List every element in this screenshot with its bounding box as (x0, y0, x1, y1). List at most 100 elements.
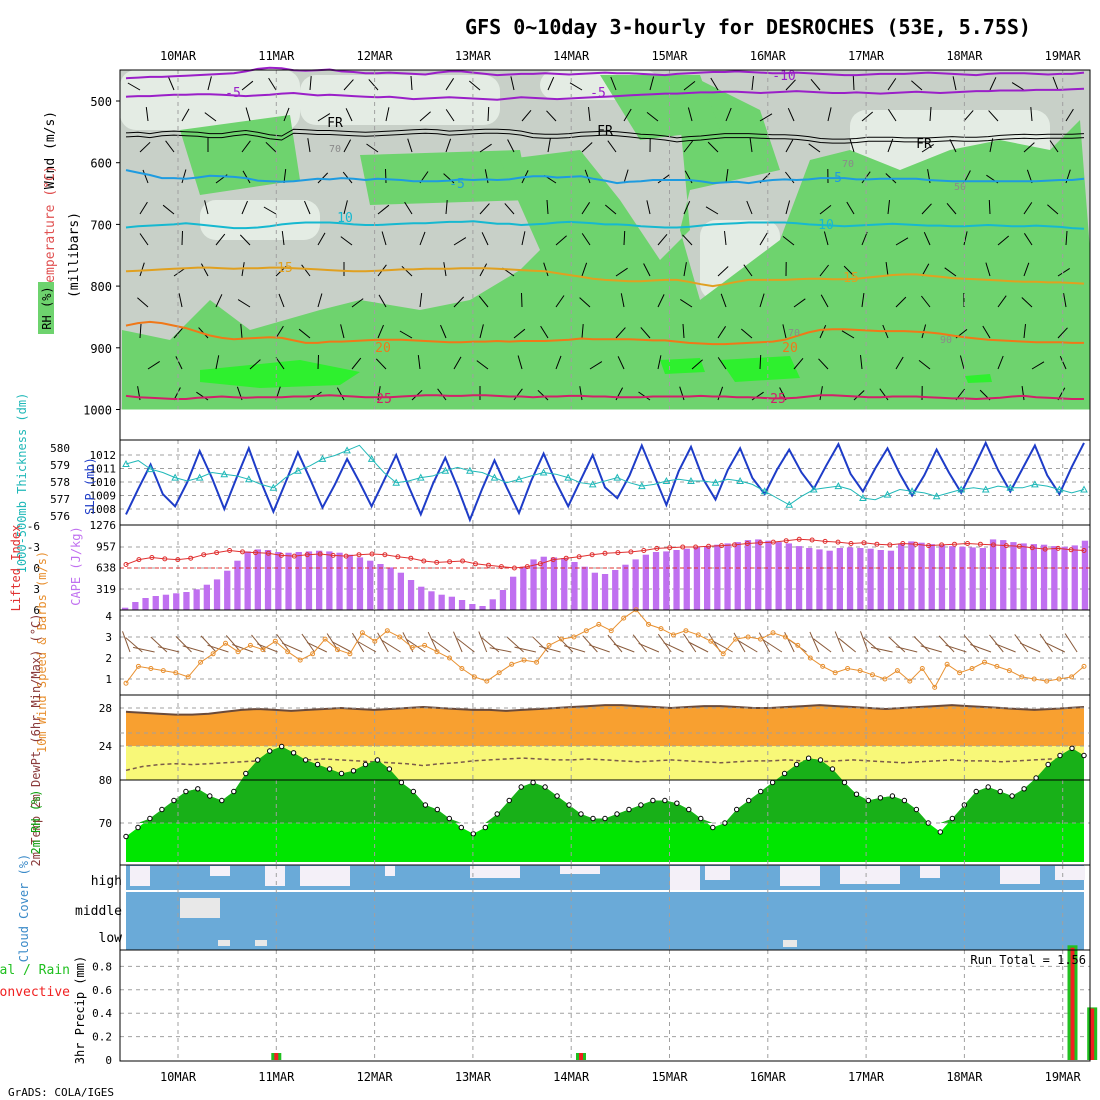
thickness-point (122, 459, 130, 467)
thickness-point (195, 473, 204, 481)
rh2m-point (686, 806, 692, 813)
wind-speed-point (1019, 674, 1025, 680)
top-date-tick-label: 14MAR (553, 49, 590, 63)
bottom-date-tick-label: 13MAR (455, 1070, 492, 1084)
wind-barb (263, 206, 277, 215)
lifted-index-point (460, 558, 466, 564)
wind-barb (617, 356, 625, 370)
rh2m-point (219, 797, 225, 804)
wind-barb (985, 262, 991, 277)
wind-barb (643, 263, 651, 277)
wind-speed-point (310, 651, 316, 657)
wind-barb (445, 78, 455, 91)
bottom-date-tick-label: 11MAR (258, 1070, 295, 1084)
lifted-index-point (1055, 545, 1061, 551)
wind-barb (787, 107, 795, 122)
wind-barb (713, 640, 733, 653)
wind-barb (479, 263, 488, 277)
lifted-index-point (1016, 543, 1022, 549)
wind-barb (317, 113, 331, 122)
wind-barb (366, 143, 379, 153)
lifted-index-point (265, 550, 271, 556)
wind-barb (377, 632, 389, 653)
wind-speed-point (297, 657, 303, 663)
isotherm-label: 5 (834, 171, 842, 186)
dewpoint-line (125, 757, 1085, 772)
rh2m-point (781, 770, 788, 777)
rh2m-point (410, 788, 417, 795)
wind-barb (921, 295, 931, 308)
wind-barb (1023, 233, 1033, 246)
precip-tick-label: 0.4 (92, 1007, 112, 1020)
wind-barb (378, 294, 387, 308)
wind-barb (646, 200, 651, 215)
temp-line (125, 704, 1085, 716)
wind-speed-line (125, 609, 1085, 689)
wind-barb (521, 292, 523, 308)
cape-bar (785, 543, 792, 610)
wind-barb (182, 645, 204, 653)
lifted-index-point (732, 542, 737, 548)
wind-barb (399, 330, 413, 339)
wind-speed-point (870, 672, 875, 678)
wind-speed-point (509, 661, 515, 667)
rh2m-point (865, 797, 872, 804)
cape-bar (132, 602, 139, 610)
wind-speed-point (807, 655, 813, 661)
lifted-index-point (990, 542, 996, 548)
rh2m-point (1069, 745, 1075, 751)
wind-barb (809, 631, 820, 653)
wind-barb (1065, 108, 1074, 122)
lifted-index-point (227, 548, 233, 553)
rh2m-point (913, 806, 920, 813)
wind-barb (582, 635, 598, 653)
wind-barb (537, 389, 549, 401)
lifted-index-point (770, 539, 776, 545)
wind-barb (615, 267, 628, 277)
cape-bar (826, 550, 833, 610)
wind-speed-point (708, 638, 714, 644)
cape-bar (571, 562, 578, 610)
cape-bar (510, 576, 517, 610)
wind-barb (168, 76, 175, 91)
lifted-index-point (201, 552, 207, 558)
wind-barb (823, 231, 829, 246)
cape-bar (438, 594, 445, 610)
wind-barb (401, 265, 413, 277)
wind-barb (555, 235, 567, 246)
wind-barb (340, 236, 353, 246)
rh-fill-30 (300, 75, 500, 125)
thickness-point (318, 454, 327, 462)
wind-barb (785, 139, 794, 153)
wind-barb (215, 355, 220, 370)
wind-barb (887, 78, 897, 91)
wind-speed-point (646, 621, 651, 627)
wind-barb (640, 327, 651, 339)
wind-barb (623, 108, 632, 122)
wind-barb (997, 295, 1007, 308)
cloud-high-gap (705, 866, 730, 880)
wind-speed-point (608, 628, 614, 634)
wind-barb (245, 107, 251, 122)
cape-bar (499, 590, 507, 610)
wind-barb (918, 360, 931, 370)
rh-fill-30 (120, 70, 300, 130)
wind-speed-point (247, 642, 253, 648)
lifted-index-point (926, 543, 932, 549)
wind-barb (547, 76, 555, 91)
cloud-high-gap (265, 866, 285, 886)
li-axis-label: Lifted Index (9, 525, 23, 612)
wind-barb (139, 323, 142, 339)
rh-fill-30 (200, 200, 320, 240)
wind-barb (453, 237, 467, 246)
wind-barb (301, 264, 311, 277)
wind-speed-point (335, 647, 340, 653)
cloud-high-gap (470, 866, 520, 878)
rh-fill-90 (200, 360, 360, 388)
cape-bar (1061, 546, 1068, 610)
wind-barb (351, 632, 365, 653)
rh2m-point (1045, 761, 1051, 768)
temp-axis-label: 2m Temp 2m DewPt (6hr Min/Max) (°C) (29, 614, 43, 867)
rh2m-point (602, 815, 608, 822)
